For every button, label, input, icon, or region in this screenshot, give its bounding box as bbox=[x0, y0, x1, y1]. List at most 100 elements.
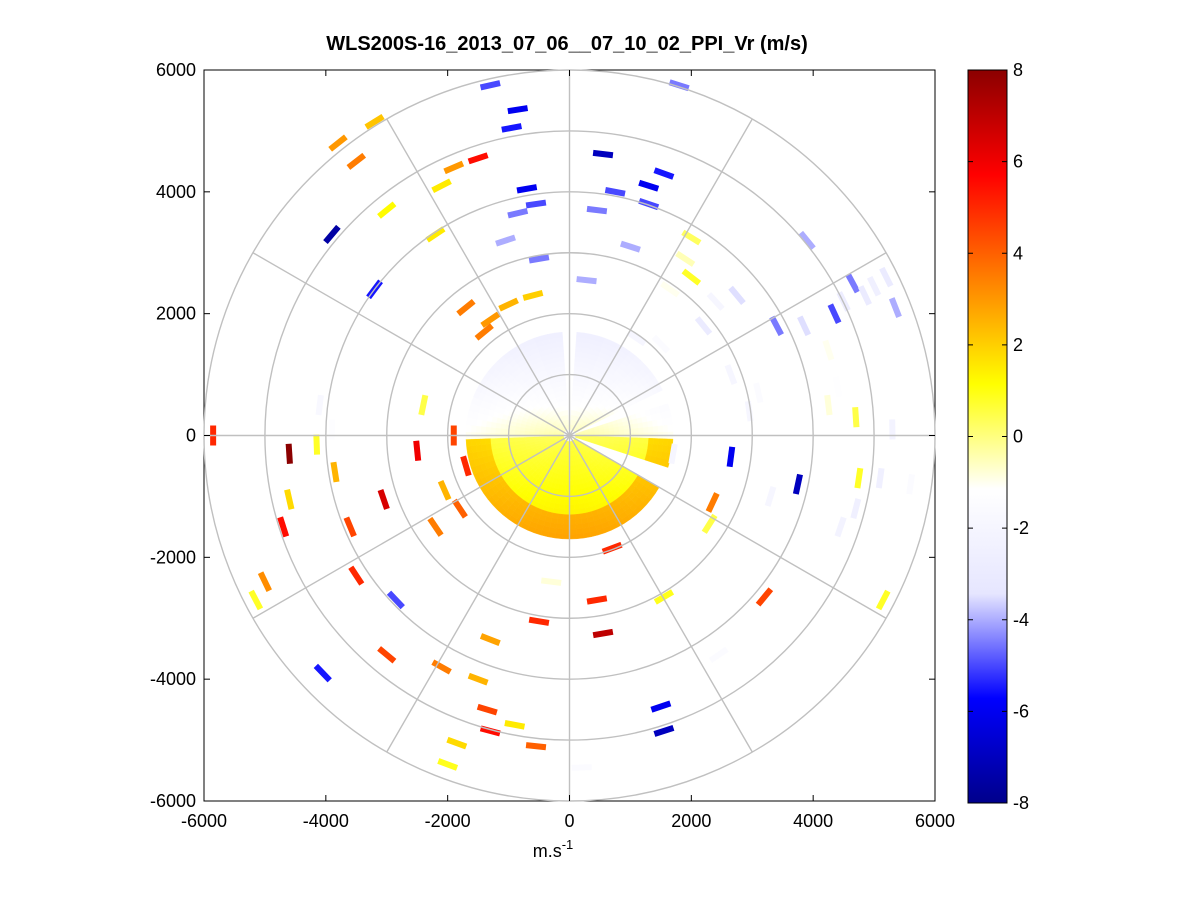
velocity-cell bbox=[822, 339, 835, 361]
x-axis-label: m.s-1 bbox=[533, 837, 574, 861]
velocity-cell bbox=[651, 334, 671, 354]
near-field-cell bbox=[569, 504, 575, 511]
near-field-cell bbox=[623, 424, 630, 430]
near-field-cell bbox=[583, 531, 592, 539]
near-field-cell bbox=[499, 428, 506, 434]
near-field-cell bbox=[583, 332, 592, 340]
colorbar: 8 6 4 2 0 -2 -4 -6 -8 bbox=[967, 60, 1029, 813]
near-field-cell bbox=[569, 519, 576, 525]
near-field-cell bbox=[495, 437, 501, 444]
colorbar-tick-label: 0 bbox=[1013, 427, 1023, 447]
near-field-cell bbox=[562, 385, 567, 392]
near-field-cell bbox=[569, 499, 575, 506]
velocity-cell bbox=[866, 275, 882, 297]
plot-area: -6000 -4000 -2000 0 2000 4000 6000 6000 4000 2000… bbox=[150, 60, 955, 831]
near-field-cell bbox=[574, 356, 581, 363]
velocity-cell bbox=[346, 152, 367, 170]
x-tick-label: 2000 bbox=[671, 811, 711, 831]
near-field-cell bbox=[465, 438, 472, 447]
near-field-cell bbox=[495, 442, 502, 449]
near-field-cell bbox=[662, 438, 669, 447]
velocity-cell bbox=[708, 646, 729, 663]
velocity-cell bbox=[377, 646, 397, 664]
near-field-cell bbox=[666, 417, 673, 426]
near-field-cell bbox=[574, 361, 581, 367]
near-field-cell bbox=[648, 426, 654, 433]
near-field-cell bbox=[466, 445, 473, 454]
velocity-cell bbox=[827, 303, 842, 325]
velocity-cell bbox=[386, 590, 405, 610]
near-field-cell bbox=[623, 429, 630, 434]
velocity-cell bbox=[626, 329, 647, 347]
velocity-cell bbox=[330, 461, 340, 483]
near-field-cell bbox=[562, 533, 570, 540]
velocity-cell bbox=[852, 407, 860, 428]
velocity-cell bbox=[480, 311, 501, 328]
velocity-cell bbox=[681, 268, 702, 286]
velocity-cell bbox=[668, 443, 678, 465]
colorbar-tick-label: 6 bbox=[1013, 152, 1023, 172]
near-field-cell bbox=[575, 523, 583, 530]
velocity-cell bbox=[675, 250, 696, 267]
velocity-cell bbox=[525, 199, 547, 209]
near-field-cell bbox=[614, 430, 620, 435]
near-field-cell bbox=[475, 425, 482, 433]
near-field-cell bbox=[633, 437, 640, 443]
velocity-cell bbox=[888, 297, 902, 318]
velocity-cell bbox=[638, 179, 660, 192]
near-field-cell bbox=[560, 375, 566, 382]
near-field-cell bbox=[652, 438, 659, 446]
azimuth-spoke bbox=[569, 252, 887, 437]
near-field-cell bbox=[562, 528, 570, 535]
azimuth-spoke bbox=[568, 435, 753, 753]
x-tick-label: -2000 bbox=[425, 811, 471, 831]
velocity-cell bbox=[364, 113, 385, 130]
azimuth-spoke bbox=[386, 435, 571, 753]
velocity-cell bbox=[328, 419, 336, 440]
near-field-cell bbox=[490, 427, 496, 434]
velocity-cell bbox=[726, 446, 736, 468]
near-field-cell bbox=[623, 437, 630, 442]
velocity-cell bbox=[437, 758, 459, 771]
velocity-cell bbox=[474, 323, 494, 341]
velocity-cell bbox=[437, 479, 452, 501]
velocity-cell bbox=[479, 633, 501, 646]
velocity-cell bbox=[427, 516, 444, 537]
near-field-cell bbox=[573, 499, 580, 505]
near-field-cell bbox=[574, 508, 581, 515]
velocity-cell bbox=[343, 516, 357, 538]
y-tick-label: -4000 bbox=[150, 669, 196, 689]
near-field-cell bbox=[529, 436, 535, 440]
velocity-cell bbox=[277, 516, 290, 538]
velocity-cell bbox=[377, 201, 397, 219]
near-field-cell bbox=[561, 380, 567, 387]
azimuth-spoke bbox=[569, 434, 887, 619]
velocity-cell bbox=[906, 473, 916, 495]
near-field-cell bbox=[576, 533, 585, 540]
near-field-cell bbox=[667, 424, 674, 433]
near-field-cell bbox=[569, 514, 576, 520]
velocity-cell bbox=[467, 672, 489, 686]
near-field-cell bbox=[558, 361, 565, 367]
velocity-cell bbox=[694, 316, 713, 336]
colorbar-tick-label: 8 bbox=[1013, 60, 1023, 80]
near-field-cell bbox=[480, 425, 487, 433]
azimuth-spoke bbox=[568, 118, 753, 436]
near-field-cell bbox=[466, 417, 473, 426]
chart-title: WLS200S-16_2013_07_06__07_10_02_PPI_Vr (… bbox=[326, 33, 807, 55]
near-field-cell bbox=[485, 438, 491, 445]
velocity-cell bbox=[653, 167, 675, 180]
velocity-cell bbox=[753, 382, 764, 404]
near-field-cell bbox=[555, 336, 564, 343]
velocity-cell bbox=[377, 489, 390, 510]
velocity-cell bbox=[323, 224, 341, 245]
velocity-cell bbox=[619, 240, 641, 253]
near-field-cell bbox=[643, 437, 649, 444]
near-field-cell bbox=[638, 437, 644, 444]
velocity-cell bbox=[446, 736, 468, 750]
velocity-cell bbox=[576, 276, 597, 285]
near-field-cell bbox=[663, 459, 671, 468]
velocity-cell bbox=[834, 516, 847, 538]
near-field-cell bbox=[573, 489, 579, 496]
